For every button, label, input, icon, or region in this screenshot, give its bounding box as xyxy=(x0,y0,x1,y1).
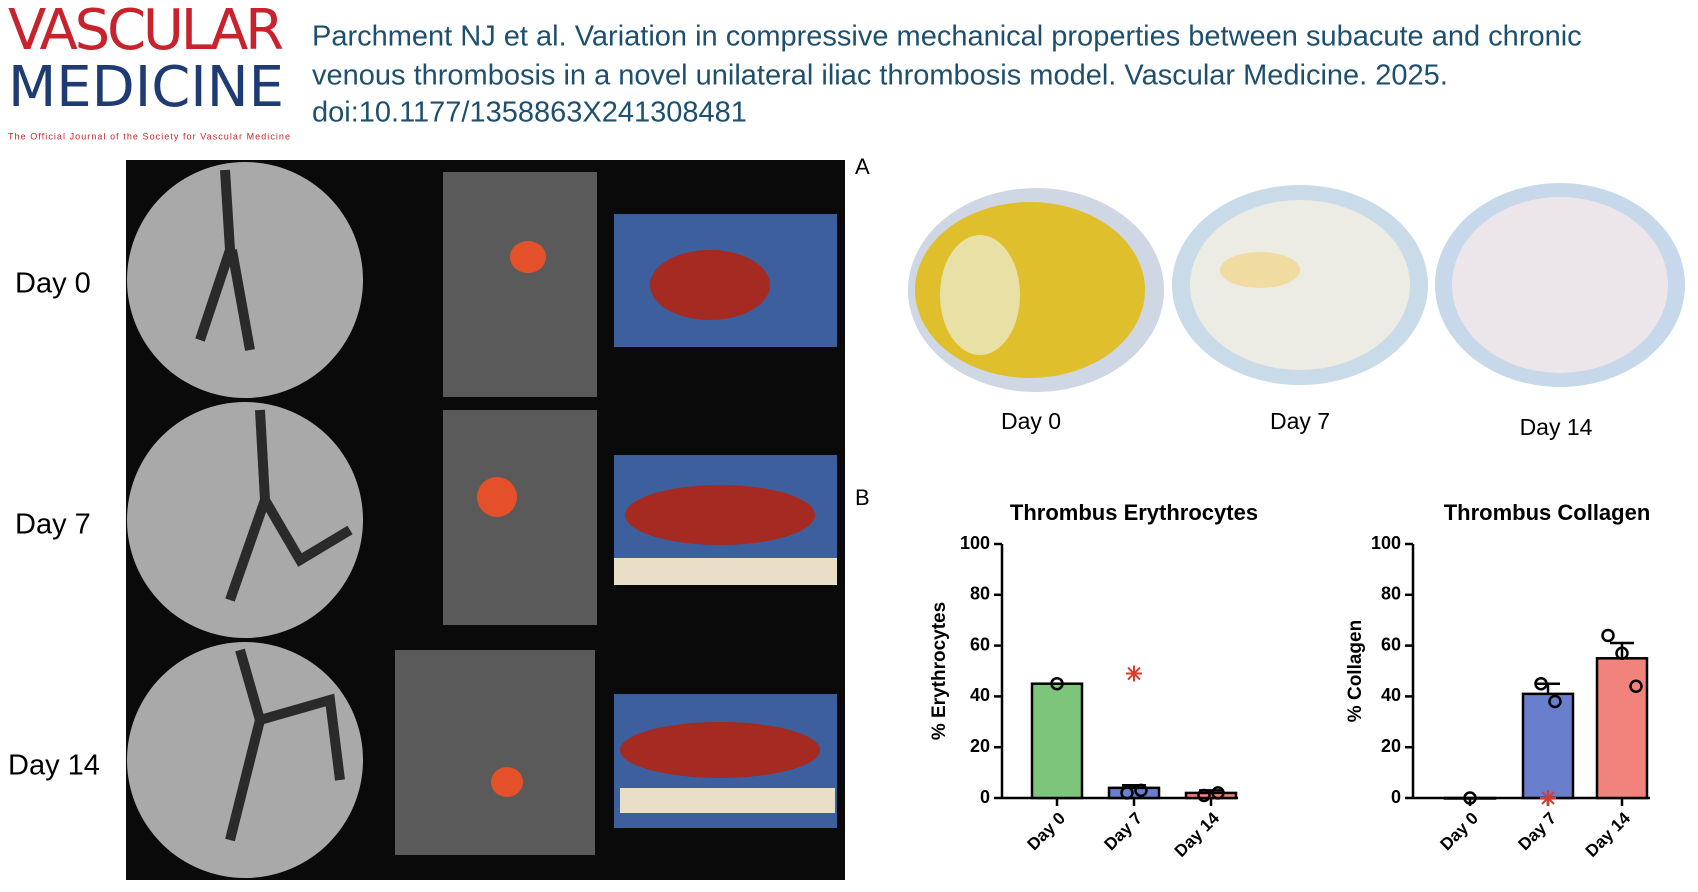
x-tick-label: Day 7 xyxy=(1514,809,1560,855)
y-axis-label: % Collagen xyxy=(1345,620,1366,722)
bar xyxy=(1030,682,1084,800)
row-label: Day 0 xyxy=(15,268,91,300)
y-tick-label: 0 xyxy=(980,787,990,807)
bar xyxy=(1595,657,1649,800)
histology-label: Day 14 xyxy=(1520,414,1593,440)
data-point xyxy=(1548,694,1562,709)
bar xyxy=(1443,796,1497,800)
y-tick-label: 60 xyxy=(970,634,990,654)
outlier xyxy=(1126,665,1142,682)
histology-label: Day 0 xyxy=(1001,408,1061,434)
imaging-panel xyxy=(126,160,845,880)
y-tick-label: 40 xyxy=(1381,685,1401,705)
y-tick-label: 60 xyxy=(1381,634,1401,654)
data-point xyxy=(1615,646,1629,660)
y-tick-label: 100 xyxy=(1371,533,1401,553)
data-point xyxy=(1197,788,1211,803)
row-label: Day 7 xyxy=(15,509,91,541)
y-tick-label: 80 xyxy=(1381,584,1401,604)
histology-label: Day 7 xyxy=(1270,408,1330,434)
logo-bottom: MEDICINE xyxy=(8,55,288,120)
y-tick-label: 20 xyxy=(970,736,990,756)
outlier xyxy=(1540,790,1556,806)
citation-line: Parchment NJ et al. Variation in compres… xyxy=(312,21,1582,53)
panel-label: B xyxy=(855,485,870,510)
y-axis-label: % Erythrocytes xyxy=(929,602,950,740)
histology-images xyxy=(908,183,1685,392)
chart-title: Thrombus Collagen xyxy=(1444,500,1651,525)
data-point xyxy=(1134,783,1148,798)
error-bar xyxy=(1536,682,1560,694)
x-tick-label: Day 0 xyxy=(1436,809,1482,855)
data-point xyxy=(1629,679,1643,693)
y-tick-label: 20 xyxy=(1381,736,1401,756)
citation-line: doi:10.1177/1358863X241308481 xyxy=(312,97,747,129)
bar xyxy=(1184,791,1238,800)
bar xyxy=(1521,692,1575,800)
panel-label: A xyxy=(855,154,870,179)
y-tick-label: 40 xyxy=(970,685,990,705)
data-point xyxy=(1534,676,1548,691)
error-bar xyxy=(1610,641,1634,659)
chart-title: Thrombus Erythrocytes xyxy=(1010,500,1258,525)
data-point xyxy=(1050,676,1064,691)
bar xyxy=(1107,786,1161,800)
y-tick-label: 100 xyxy=(960,533,990,553)
citation-line: venous thrombosis in a novel unilateral … xyxy=(312,60,1448,92)
data-point xyxy=(1120,786,1134,800)
data-point xyxy=(1601,628,1615,643)
logo-top: VASCULAR xyxy=(8,0,288,63)
logo-tagline: The Official Journal of the Society for … xyxy=(8,131,290,141)
data-point xyxy=(1463,791,1477,805)
x-tick-label: Day 0 xyxy=(1023,809,1069,855)
x-tick-label: Day 14 xyxy=(1171,808,1224,861)
y-tick-label: 0 xyxy=(1391,787,1401,807)
row-label: Day 14 xyxy=(8,750,100,782)
data-point xyxy=(1211,786,1225,800)
x-tick-label: Day 14 xyxy=(1582,808,1635,861)
x-tick-label: Day 7 xyxy=(1100,809,1146,855)
y-tick-label: 80 xyxy=(970,584,990,604)
